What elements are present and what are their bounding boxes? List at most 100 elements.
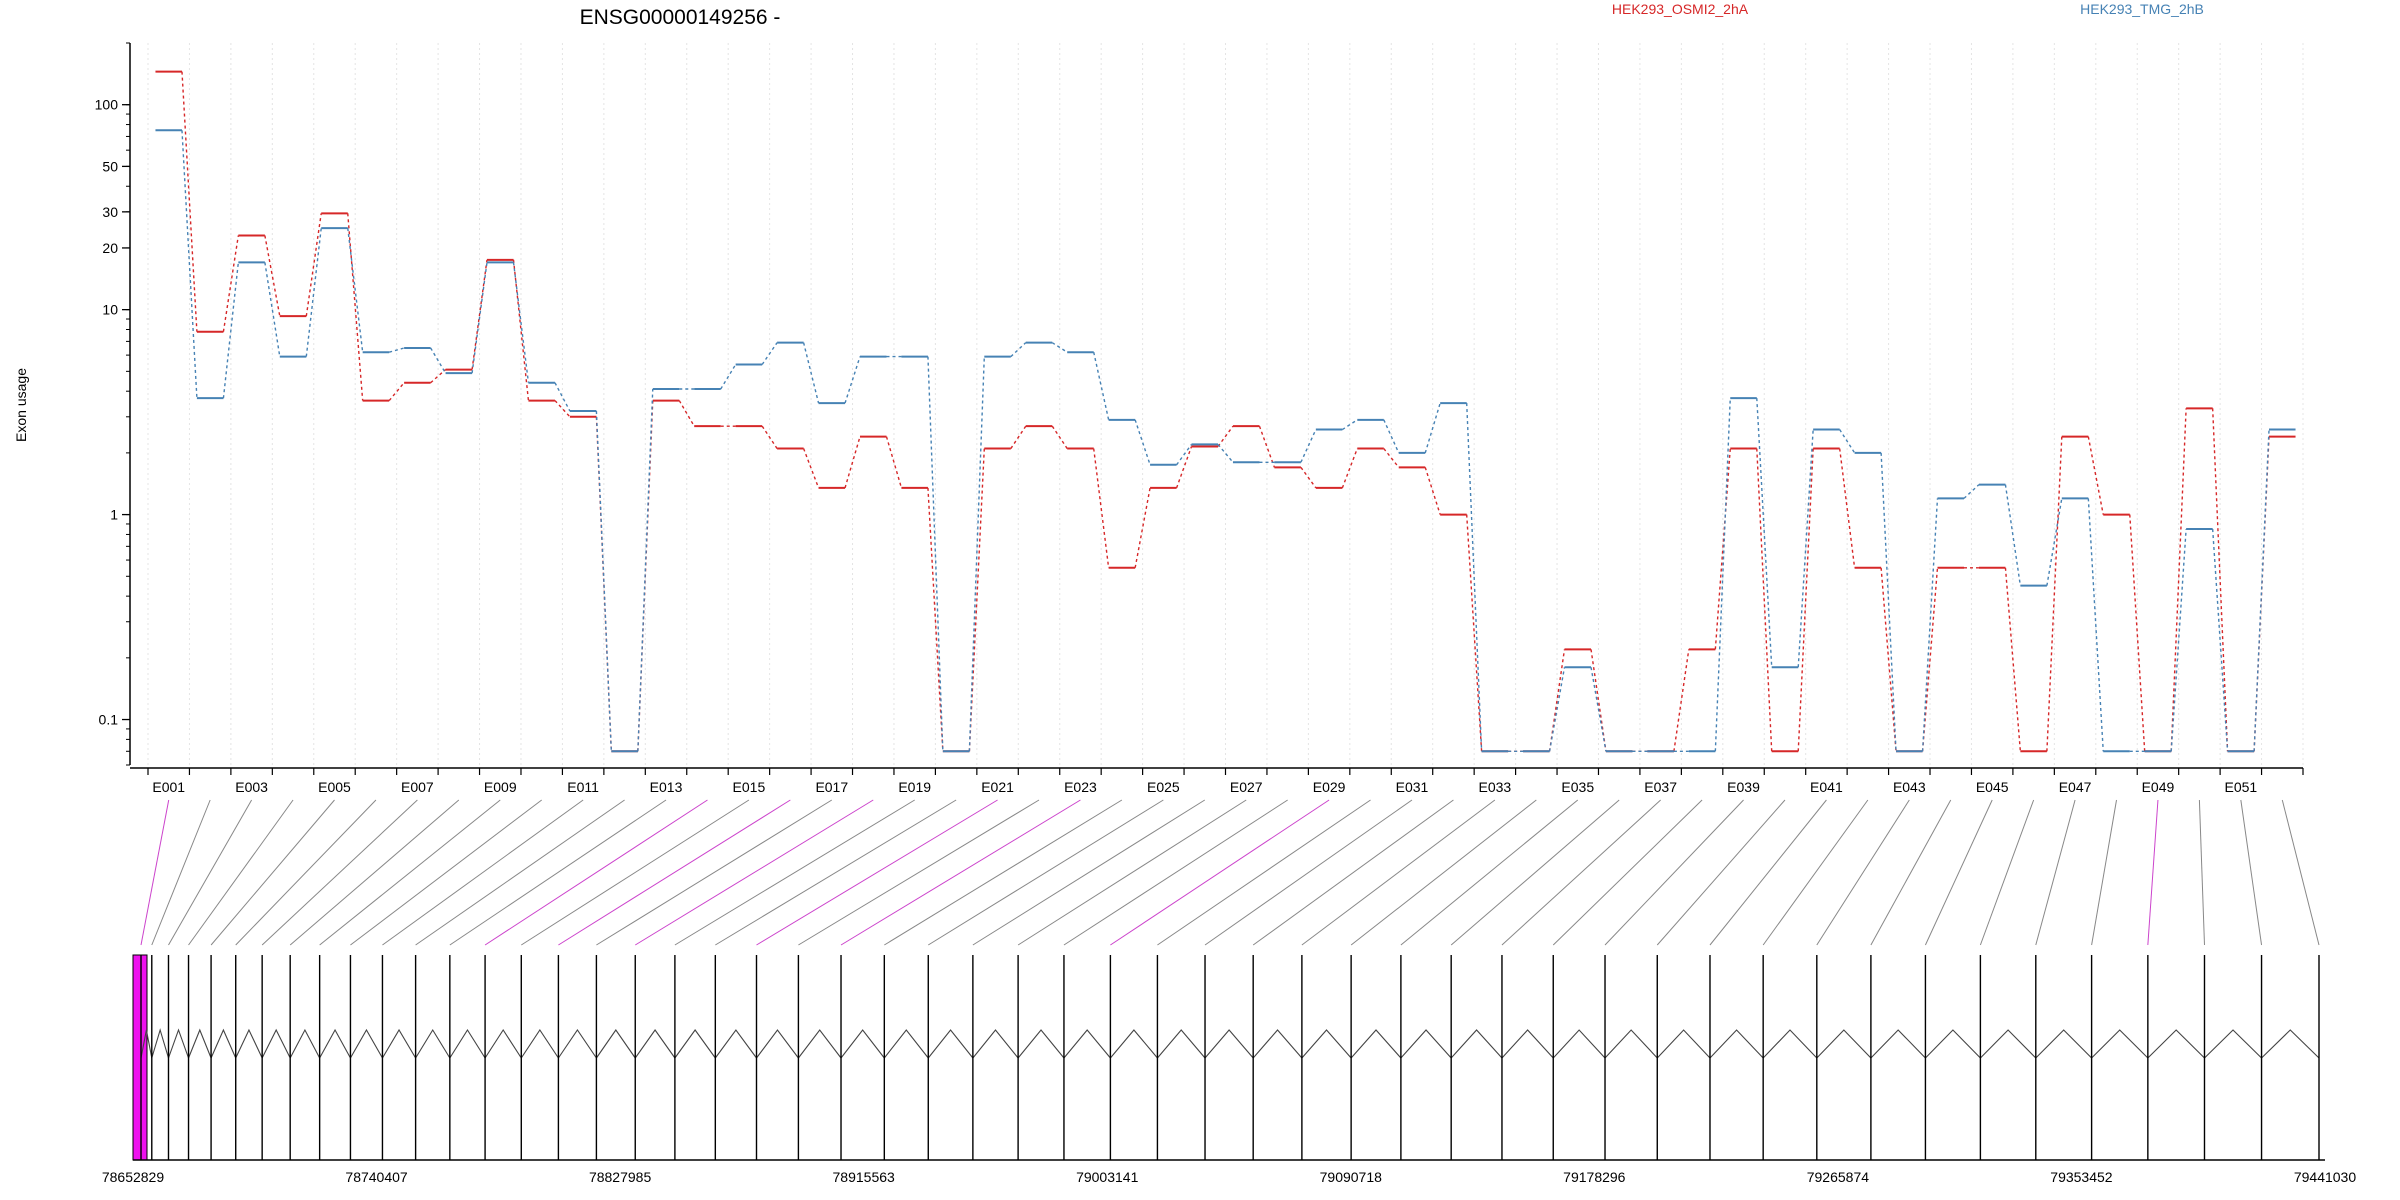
series-2 bbox=[155, 129, 2296, 753]
genomic-tick-label: 79090718 bbox=[1320, 1169, 1383, 1185]
y-tick-label: 10 bbox=[102, 302, 118, 318]
series-connector bbox=[1175, 446, 1193, 489]
x-tick-label: E045 bbox=[1976, 779, 2009, 795]
gene-model-track bbox=[132, 954, 2320, 1161]
series-connector bbox=[1465, 403, 1483, 752]
chart-title: ENSG00000149256 - bbox=[580, 6, 781, 29]
intron-line bbox=[1252, 1029, 1303, 1059]
series-connector bbox=[305, 213, 322, 317]
intron-line bbox=[319, 1028, 351, 1059]
genomic-tick-label: 79441030 bbox=[2294, 1169, 2357, 1185]
series-connector bbox=[885, 436, 903, 489]
series-connector bbox=[1673, 649, 1690, 752]
intron-line bbox=[1301, 1029, 1352, 1059]
series-connector bbox=[2087, 436, 2104, 515]
highlighted-exon-block bbox=[132, 954, 148, 1161]
genomic-tick-label: 79003141 bbox=[1076, 1169, 1139, 1185]
connector-line bbox=[168, 799, 253, 946]
connector-line bbox=[596, 799, 833, 946]
connector-line bbox=[1063, 799, 1288, 946]
series-connector bbox=[1839, 429, 1856, 454]
x-tick-label: E039 bbox=[1727, 779, 1760, 795]
series-connector bbox=[761, 342, 778, 365]
series-connector bbox=[1797, 448, 1814, 752]
connector-line bbox=[484, 799, 708, 946]
connector-line bbox=[1110, 799, 1330, 946]
series-connector bbox=[554, 400, 571, 418]
x-tick-label: E051 bbox=[2224, 779, 2257, 795]
x-tick-label: E009 bbox=[484, 779, 517, 795]
connector-line bbox=[235, 799, 377, 946]
x-tick-label: E029 bbox=[1313, 779, 1346, 795]
connector-line bbox=[210, 799, 335, 946]
series-connector bbox=[1300, 466, 1317, 489]
series-connector bbox=[595, 411, 613, 752]
series-connector bbox=[1383, 448, 1400, 468]
intron-line bbox=[883, 1029, 929, 1059]
series-connector bbox=[1880, 452, 1897, 752]
y-tick-label: 100 bbox=[95, 97, 119, 113]
legend-label-series-1: HEK293_OSMI2_2hA bbox=[1612, 1, 1749, 17]
series-connector bbox=[1465, 514, 1483, 752]
series-connector bbox=[1921, 498, 1939, 752]
series-connector bbox=[1176, 443, 1193, 466]
connector-line bbox=[558, 799, 791, 946]
intron-line bbox=[167, 1028, 190, 1059]
x-tick-label: E043 bbox=[1893, 779, 1926, 795]
y-tick-label: 1 bbox=[110, 507, 118, 523]
intron-line bbox=[520, 1029, 559, 1059]
legend-label-series-2: HEK293_TMG_2hB bbox=[2080, 1, 2204, 17]
x-tick-label: E035 bbox=[1561, 779, 1594, 795]
intron-line bbox=[449, 1028, 486, 1059]
intron-line bbox=[1350, 1029, 1402, 1059]
intron-line bbox=[2091, 1029, 2149, 1059]
series-connector bbox=[1424, 467, 1441, 515]
series-connector bbox=[1051, 342, 1068, 353]
series-connector bbox=[1838, 448, 1856, 568]
connector-line bbox=[1017, 799, 1247, 946]
series-connector bbox=[1134, 419, 1151, 465]
series-connector bbox=[720, 364, 737, 390]
x-tick-label: E033 bbox=[1479, 779, 1512, 795]
series-connector bbox=[1963, 484, 1980, 499]
intron-line bbox=[1816, 1029, 1872, 1059]
x-tick-label: E031 bbox=[1396, 779, 1429, 795]
x-axis: E001 E003 E005 E007 E009 E011 E013 E015 E017 E019… bbox=[130, 767, 2304, 795]
y-axis-label: Exon usage bbox=[13, 368, 29, 442]
connector-line bbox=[1301, 799, 1496, 946]
x-tick-label: E019 bbox=[898, 779, 931, 795]
intron-line bbox=[1204, 1029, 1254, 1059]
series-connector bbox=[554, 382, 571, 412]
intron-line bbox=[1157, 1029, 1206, 1059]
series-connector bbox=[181, 71, 198, 332]
intron-line bbox=[1450, 1029, 1503, 1059]
intron-line bbox=[2204, 1029, 2262, 1059]
connector-line bbox=[884, 799, 1123, 946]
intron-line bbox=[1501, 1029, 1554, 1059]
x-tick-label: E041 bbox=[1810, 779, 1843, 795]
series-connector bbox=[347, 228, 364, 353]
series-connector bbox=[678, 400, 695, 427]
series-connector bbox=[2004, 567, 2022, 752]
intron-line bbox=[927, 1029, 974, 1059]
y-axis: 0.1 1 10 20 30 50 100 bbox=[95, 42, 131, 766]
series-connector bbox=[2046, 436, 2063, 752]
genomic-tick-label: 78652829 bbox=[102, 1169, 165, 1185]
connector-line bbox=[2281, 799, 2320, 946]
connector-line bbox=[1450, 799, 1620, 946]
connector-line bbox=[1501, 799, 1661, 946]
intron-line bbox=[595, 1029, 636, 1059]
intron-line bbox=[188, 1028, 212, 1059]
intron-line bbox=[484, 1028, 522, 1059]
intron-line bbox=[714, 1029, 757, 1059]
connector-line bbox=[1816, 799, 1910, 946]
intron-line bbox=[1109, 1029, 1158, 1059]
connector-line bbox=[840, 799, 1081, 946]
intron-line bbox=[140, 1029, 153, 1059]
connector-line bbox=[151, 799, 211, 946]
intron-line bbox=[1709, 1029, 1764, 1059]
series-connector bbox=[2004, 484, 2022, 586]
series-connector bbox=[264, 235, 281, 317]
x-tick-label: E005 bbox=[318, 779, 351, 795]
series-connector bbox=[637, 388, 654, 752]
